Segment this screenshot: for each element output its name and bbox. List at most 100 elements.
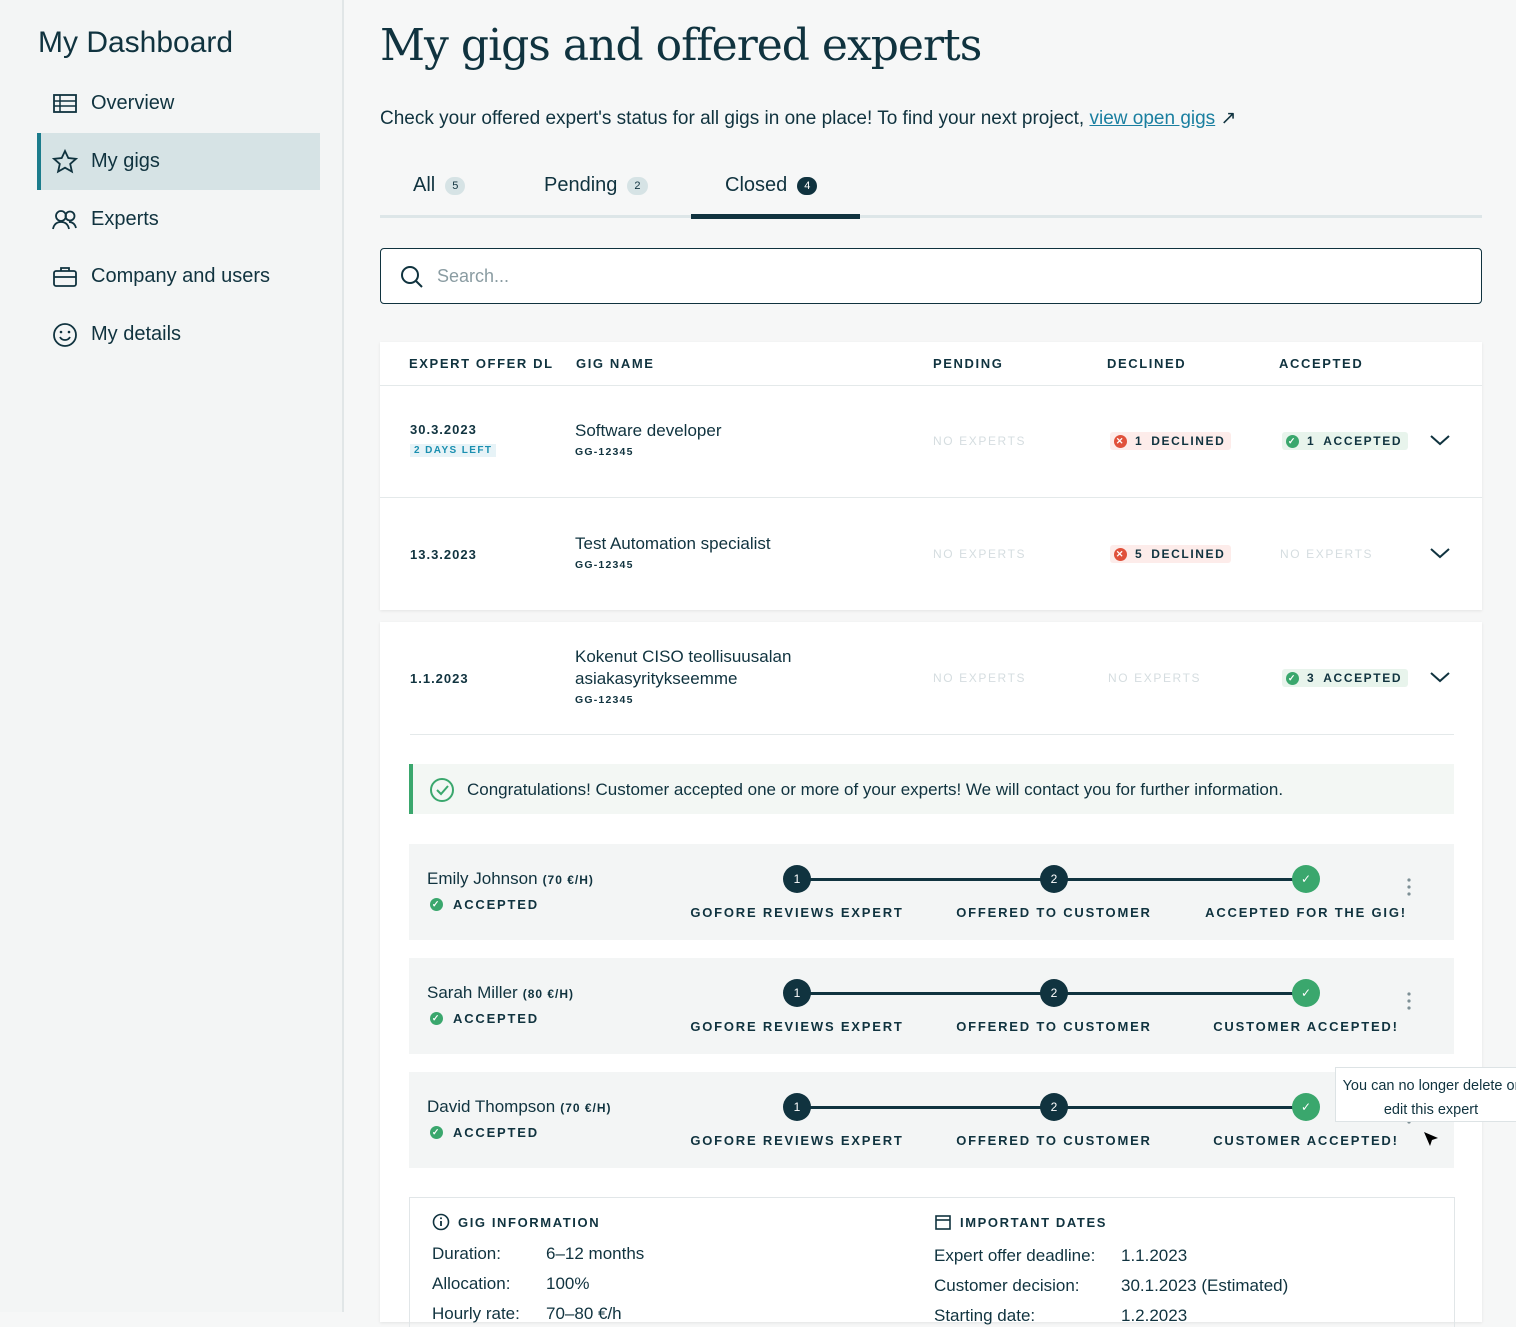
gig-name: Test Automation specialist [575, 534, 771, 553]
days-left: 2 DAYS LEFT [410, 444, 497, 457]
tab[interactable]: Pending 2 [544, 174, 648, 197]
nav-icon [52, 207, 78, 238]
expert-card [409, 844, 1454, 940]
external-icon: ↗ [1220, 108, 1237, 129]
tab-count: 2 [627, 176, 648, 195]
accepted-badge: ✓ 3 ACCEPTED [1282, 669, 1409, 687]
status-label: ACCEPTED [453, 1011, 539, 1026]
badge-label: DECLINED [1151, 547, 1226, 561]
expand-chevron [1428, 429, 1452, 458]
info-icon [432, 1213, 450, 1236]
no-experts: NO EXPERTS [1108, 671, 1202, 685]
accepted-badge: ✓ 1 ACCEPTED [1282, 432, 1409, 450]
expert-status: ✓ ACCEPTED [430, 1011, 539, 1026]
gig-name: Software developer [575, 421, 722, 440]
badge-label: ACCEPTED [1323, 671, 1403, 685]
expand-chevron-svg [1430, 548, 1450, 559]
status-icon: ✓ [430, 1012, 443, 1025]
status-icon: ✓ [430, 1126, 443, 1139]
info-icon [934, 1213, 952, 1236]
nav-item[interactable]: My gigs [91, 150, 160, 172]
row-line [380, 497, 1482, 498]
search-placeholder: Search... [437, 266, 510, 286]
no-experts: NO EXPERTS [933, 671, 1027, 685]
tooltip-text: You can no longer delete or edit this ex… [1342, 1078, 1516, 1118]
open-gigs-link[interactable]: view open gigs [1089, 108, 1216, 129]
info-icon-svg [432, 1213, 450, 1231]
expert-card [409, 1072, 1454, 1168]
badge-icon: ✓ [1286, 434, 1299, 448]
declined-badge: ✕ 1 DECLINED [1110, 432, 1232, 450]
expert-status: ✓ ACCEPTED [430, 897, 539, 912]
table-card [380, 342, 1482, 610]
expand-chevron [1428, 542, 1452, 571]
expand-chevron-svg [1430, 435, 1450, 446]
gig-name: Kokenut CISO teollisuusalan asiakasyrity… [575, 647, 792, 688]
tab-label: Closed [725, 174, 788, 196]
header-line [380, 385, 1482, 386]
info-label: Allocation: [432, 1274, 511, 1293]
nav-item[interactable]: Company and users [91, 265, 270, 287]
badge-icon: ✕ [1114, 434, 1127, 448]
step-label: OFFERED TO CUSTOMER [956, 905, 1152, 920]
step-label: CUSTOMER ACCEPTED! [1213, 1019, 1399, 1034]
badge-icon: ✕ [1114, 547, 1127, 561]
nav-icon-svg [53, 323, 77, 347]
step-label: CUSTOMER ACCEPTED! [1213, 1133, 1399, 1148]
nav-item[interactable]: Overview [91, 92, 175, 114]
nav-icon [52, 264, 78, 295]
step-label: OFFERED TO CUSTOMER [956, 1019, 1152, 1034]
expert-rate: (70 €/H) [560, 1101, 612, 1115]
nav-icon [52, 322, 78, 353]
cursor [1424, 1132, 1438, 1146]
badge-count: 3 [1307, 671, 1316, 685]
info-box [409, 1197, 1455, 1327]
tooltip: You can no longer delete or edit this ex… [1335, 1067, 1516, 1122]
no-experts: NO EXPERTS [933, 547, 1027, 561]
more-menu [1400, 991, 1418, 1016]
column-header: ACCEPTED [1279, 356, 1364, 371]
no-experts: NO EXPERTS [1280, 547, 1374, 561]
tab[interactable]: Closed 4 [725, 174, 818, 197]
tab-label: Pending [544, 174, 618, 196]
status-icon: ✓ [430, 898, 443, 911]
step-circle: ✓ [1292, 1093, 1320, 1121]
nav-icon-svg [53, 267, 77, 287]
info-value: 1.2.2023 [1121, 1306, 1188, 1325]
search-box[interactable]: Search... [380, 248, 1482, 304]
expert-name: Emily Johnson [427, 869, 538, 888]
gig-code: GG-12345 [575, 694, 634, 706]
step-label: ACCEPTED FOR THE GIG! [1205, 905, 1407, 920]
step-circle: ✓ [1292, 979, 1320, 1007]
badge-count: 1 [1307, 434, 1316, 448]
info-label: Hourly rate: [432, 1304, 520, 1323]
step-circle: 2 [1040, 979, 1068, 1007]
tab[interactable]: All 5 [413, 174, 466, 197]
search-icon [401, 266, 423, 288]
notice-icon [430, 778, 454, 802]
column-header: DECLINED [1107, 356, 1187, 371]
sidebar-title: My Dashboard [38, 26, 234, 59]
nav-item[interactable]: My details [91, 323, 182, 345]
nav-item[interactable]: Experts [91, 208, 159, 230]
expanded-divider [410, 734, 1454, 735]
column-header: EXPERT OFFER DL [409, 356, 554, 371]
tab-active-line [691, 214, 860, 219]
status-label: ACCEPTED [453, 897, 539, 912]
step-label: GOFORE REVIEWS EXPERT [690, 1019, 904, 1034]
intro: Check your offered expert's status for a… [380, 107, 1236, 130]
page-title: My gigs and offered experts [380, 20, 982, 71]
step-circle: 1 [783, 979, 811, 1007]
expand-chevron [1428, 666, 1452, 695]
info-value: 70–80 €/h [546, 1304, 622, 1323]
badge-count: 5 [1135, 547, 1144, 561]
step-circle: ✓ [1292, 865, 1320, 893]
nav-icon-svg [53, 94, 77, 113]
expert-card [409, 958, 1454, 1054]
step-label: GOFORE REVIEWS EXPERT [690, 905, 904, 920]
more-menu-svg [1407, 878, 1411, 896]
nav-active-bg [37, 133, 320, 190]
info-value: 100% [546, 1274, 590, 1293]
more-menu [1400, 877, 1418, 902]
